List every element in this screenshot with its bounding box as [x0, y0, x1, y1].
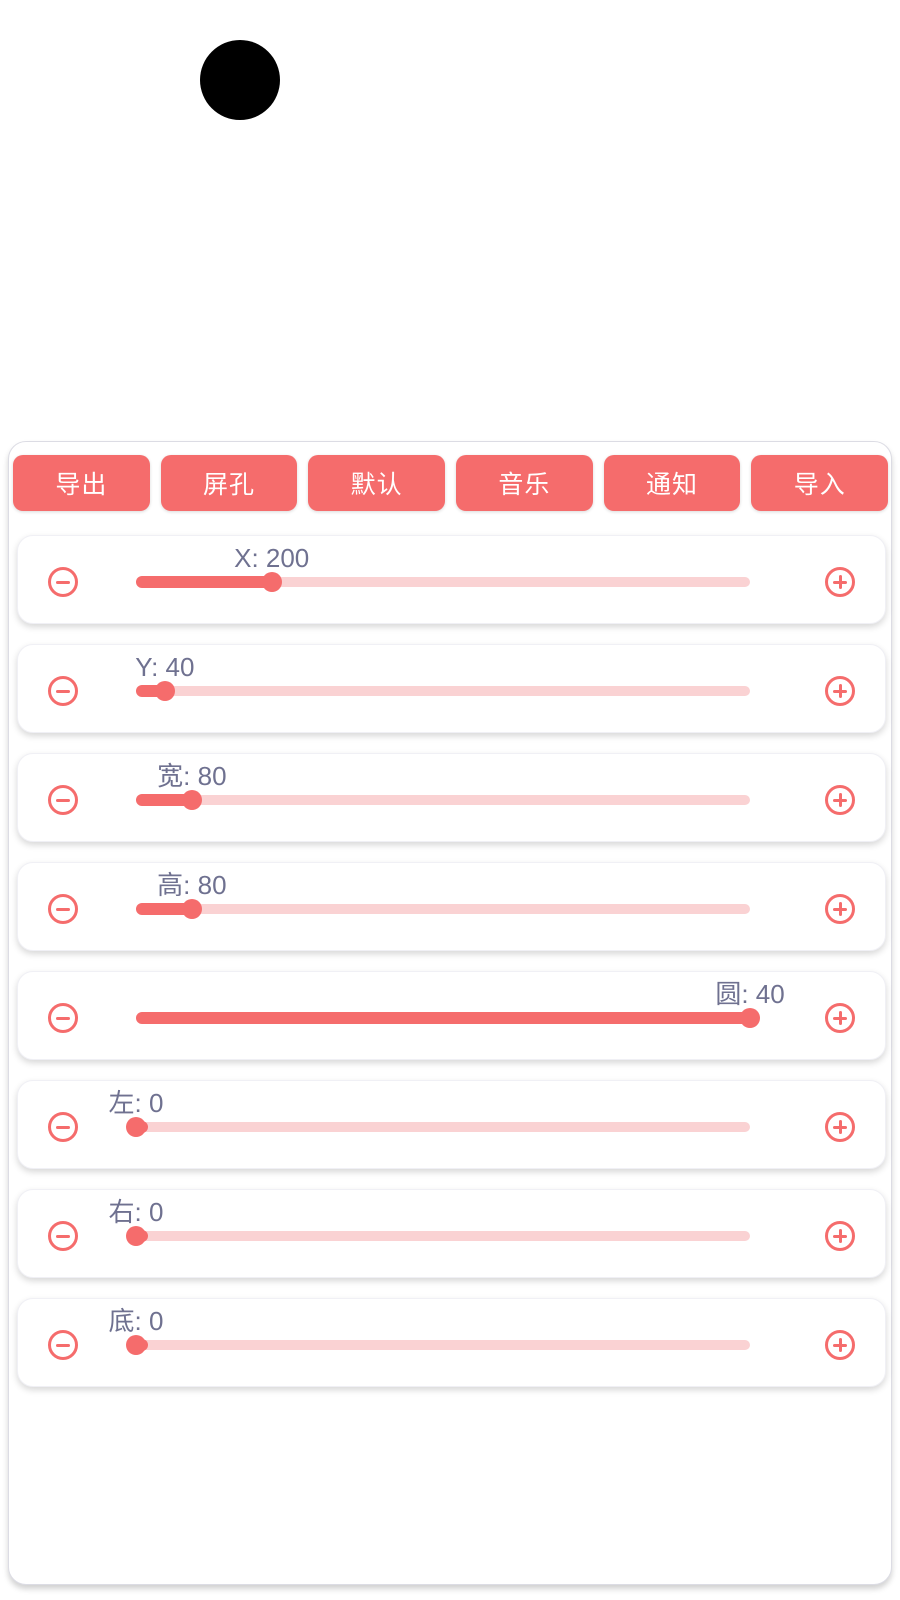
- slider-rail[interactable]: [136, 1340, 750, 1350]
- decrease-radius-button[interactable]: [48, 1003, 78, 1033]
- plus-icon: [828, 1333, 852, 1357]
- decrease-x-button[interactable]: [48, 567, 78, 597]
- slider-label: 高: 80: [157, 870, 227, 900]
- toolbar-button-screen-hole[interactable]: 屏孔: [160, 455, 298, 511]
- decrease-right-button[interactable]: [48, 1221, 78, 1251]
- increase-bottom-button[interactable]: [825, 1330, 855, 1360]
- slider: 右: 0: [18, 1190, 885, 1277]
- decrease-left-button[interactable]: [48, 1112, 78, 1142]
- slider: Y: 40: [18, 645, 885, 732]
- increase-radius-button[interactable]: [825, 1003, 855, 1033]
- slider-rail[interactable]: [136, 686, 750, 696]
- plus-icon: [828, 1115, 852, 1139]
- toolbar: 导出 屏孔 默认 音乐 通知 导入: [13, 455, 889, 511]
- plus-icon: [828, 1224, 852, 1248]
- slider-label: 左: 0: [108, 1088, 164, 1118]
- slider-label: Y: 40: [135, 652, 195, 682]
- slider-row-x: X: 200: [17, 535, 886, 624]
- slider-thumb[interactable]: [126, 1226, 146, 1246]
- increase-y-button[interactable]: [825, 676, 855, 706]
- slider-label: 圆: 40: [715, 979, 785, 1009]
- slider-rail[interactable]: [136, 1122, 750, 1132]
- slider-thumb[interactable]: [181, 899, 202, 919]
- slider-row-bottom: 底: 0: [17, 1298, 886, 1387]
- plus-icon: [828, 897, 852, 921]
- slider-label: X: 200: [234, 543, 310, 573]
- slider: 宽: 80: [18, 754, 885, 841]
- slider-row-radius: 圆: 40: [17, 971, 886, 1060]
- slider: 底: 0: [18, 1299, 885, 1386]
- toolbar-button-import[interactable]: 导入: [751, 455, 889, 511]
- decrease-width-button[interactable]: [48, 785, 78, 815]
- toolbar-button-export[interactable]: 导出: [13, 455, 150, 511]
- slider-label: 右: 0: [108, 1197, 164, 1227]
- slider-row-left: 左: 0: [17, 1080, 886, 1169]
- slider-row-right: 右: 0: [17, 1189, 886, 1278]
- settings-panel: 导出 屏孔 默认 音乐 通知 导入 X: 200 Y: 40: [8, 441, 892, 1585]
- toolbar-button-default[interactable]: 默认: [308, 455, 446, 511]
- slider: 左: 0: [18, 1081, 885, 1168]
- minus-icon: [51, 1333, 75, 1357]
- decrease-bottom-button[interactable]: [48, 1330, 78, 1360]
- minus-icon: [51, 897, 75, 921]
- slider-row-width: 宽: 80: [17, 753, 886, 842]
- slider-thumb[interactable]: [154, 681, 175, 701]
- slider-fill: [136, 576, 272, 588]
- slider-thumb[interactable]: [181, 790, 202, 810]
- slider-fill: [136, 1012, 750, 1024]
- slider-label: 底: 0: [108, 1306, 164, 1336]
- minus-icon: [51, 1224, 75, 1248]
- toolbar-button-music[interactable]: 音乐: [456, 455, 593, 511]
- slider-fill: [136, 794, 192, 806]
- increase-height-button[interactable]: [825, 894, 855, 924]
- plus-icon: [828, 679, 852, 703]
- slider-fill: [136, 903, 192, 915]
- slider-rail[interactable]: [136, 795, 750, 805]
- decrease-y-button[interactable]: [48, 676, 78, 706]
- plus-icon: [828, 1006, 852, 1030]
- slider-thumb[interactable]: [126, 1335, 146, 1355]
- plus-icon: [828, 570, 852, 594]
- slider: 圆: 40: [18, 972, 885, 1059]
- slider-row-height: 高: 80: [17, 862, 886, 951]
- slider-thumb[interactable]: [261, 572, 282, 592]
- slider: X: 200: [18, 536, 885, 623]
- slider-rail[interactable]: [136, 904, 750, 914]
- slider-rail[interactable]: [136, 577, 750, 587]
- slider-list: X: 200 Y: 40 宽: 80: [9, 442, 891, 1584]
- toolbar-button-notify[interactable]: 通知: [603, 455, 741, 511]
- slider: 高: 80: [18, 863, 885, 950]
- slider-rail[interactable]: [136, 1231, 750, 1241]
- slider-label: 宽: 80: [157, 761, 227, 791]
- decrease-height-button[interactable]: [48, 894, 78, 924]
- increase-x-button[interactable]: [825, 567, 855, 597]
- minus-icon: [51, 1006, 75, 1030]
- minus-icon: [51, 1115, 75, 1139]
- increase-width-button[interactable]: [825, 785, 855, 815]
- plus-icon: [828, 788, 852, 812]
- increase-right-button[interactable]: [825, 1221, 855, 1251]
- minus-icon: [51, 788, 75, 812]
- slider-thumb[interactable]: [126, 1117, 146, 1137]
- slider-row-y: Y: 40: [17, 644, 886, 733]
- increase-left-button[interactable]: [825, 1112, 855, 1142]
- minus-icon: [51, 570, 75, 594]
- minus-icon: [51, 679, 75, 703]
- slider-thumb[interactable]: [740, 1008, 760, 1028]
- punch-hole-preview: [200, 40, 280, 120]
